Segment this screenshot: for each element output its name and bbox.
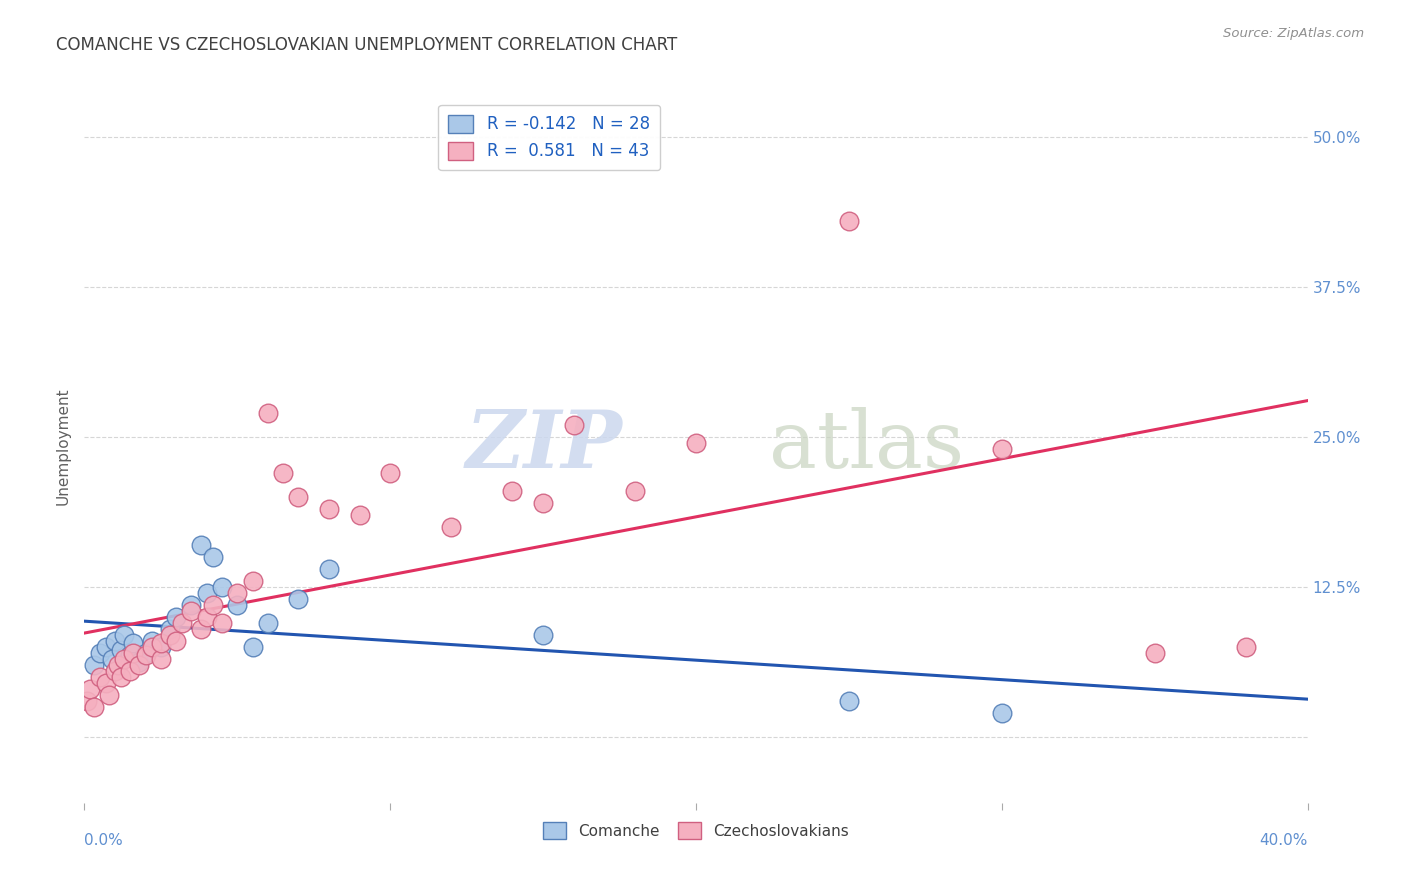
Point	[104, 633, 127, 648]
Legend: Comanche, Czechoslovakians: Comanche, Czechoslovakians	[537, 816, 855, 845]
Point	[531, 496, 554, 510]
Point	[135, 646, 157, 660]
Point	[685, 436, 707, 450]
Point	[180, 604, 202, 618]
Point	[180, 598, 202, 612]
Point	[120, 664, 142, 678]
Point	[380, 466, 402, 480]
Point	[141, 633, 163, 648]
Point	[991, 442, 1014, 456]
Point	[226, 586, 249, 600]
Text: atlas: atlas	[769, 407, 965, 485]
Point	[287, 490, 309, 504]
Text: 40.0%: 40.0%	[1260, 833, 1308, 847]
Point	[838, 694, 860, 708]
Point	[165, 610, 187, 624]
Point	[159, 622, 181, 636]
Point	[104, 664, 127, 678]
Point	[1236, 640, 1258, 654]
Text: 0.0%: 0.0%	[84, 833, 124, 847]
Point	[172, 615, 194, 630]
Point	[112, 652, 135, 666]
Point	[201, 598, 224, 612]
Text: COMANCHE VS CZECHOSLOVAKIAN UNEMPLOYMENT CORRELATION CHART: COMANCHE VS CZECHOSLOVAKIAN UNEMPLOYMENT…	[56, 36, 678, 54]
Point	[89, 646, 111, 660]
Point	[149, 652, 172, 666]
Point	[624, 483, 647, 498]
Point	[135, 648, 157, 663]
Text: Source: ZipAtlas.com: Source: ZipAtlas.com	[1223, 27, 1364, 40]
Point	[562, 417, 585, 432]
Point	[211, 580, 233, 594]
Point	[1143, 646, 1166, 660]
Point	[122, 646, 145, 660]
Point	[318, 562, 340, 576]
Point	[257, 406, 280, 420]
Point	[271, 466, 294, 480]
Point	[94, 676, 117, 690]
Point	[83, 657, 105, 672]
Point	[226, 598, 249, 612]
Point	[120, 648, 142, 663]
Point	[110, 670, 132, 684]
Point	[287, 591, 309, 606]
Y-axis label: Unemployment: Unemployment	[55, 387, 70, 505]
Point	[318, 502, 340, 516]
Point	[128, 656, 150, 670]
Point	[76, 694, 98, 708]
Point	[195, 586, 218, 600]
Point	[502, 483, 524, 498]
Point	[165, 633, 187, 648]
Point	[159, 628, 181, 642]
Point	[83, 699, 105, 714]
Point	[101, 652, 124, 666]
Point	[97, 688, 120, 702]
Point	[149, 640, 172, 654]
Point	[112, 628, 135, 642]
Point	[440, 520, 463, 534]
Point	[531, 628, 554, 642]
Point	[79, 681, 101, 696]
Point	[89, 670, 111, 684]
Point	[110, 643, 132, 657]
Text: ZIP: ZIP	[465, 408, 623, 484]
Point	[122, 636, 145, 650]
Point	[107, 657, 129, 672]
Point	[149, 636, 172, 650]
Point	[211, 615, 233, 630]
Point	[257, 615, 280, 630]
Point	[94, 640, 117, 654]
Point	[838, 214, 860, 228]
Point	[349, 508, 371, 522]
Point	[991, 706, 1014, 720]
Point	[141, 640, 163, 654]
Point	[242, 574, 264, 588]
Point	[190, 538, 212, 552]
Point	[242, 640, 264, 654]
Point	[190, 622, 212, 636]
Point	[195, 610, 218, 624]
Point	[201, 549, 224, 564]
Point	[128, 657, 150, 672]
